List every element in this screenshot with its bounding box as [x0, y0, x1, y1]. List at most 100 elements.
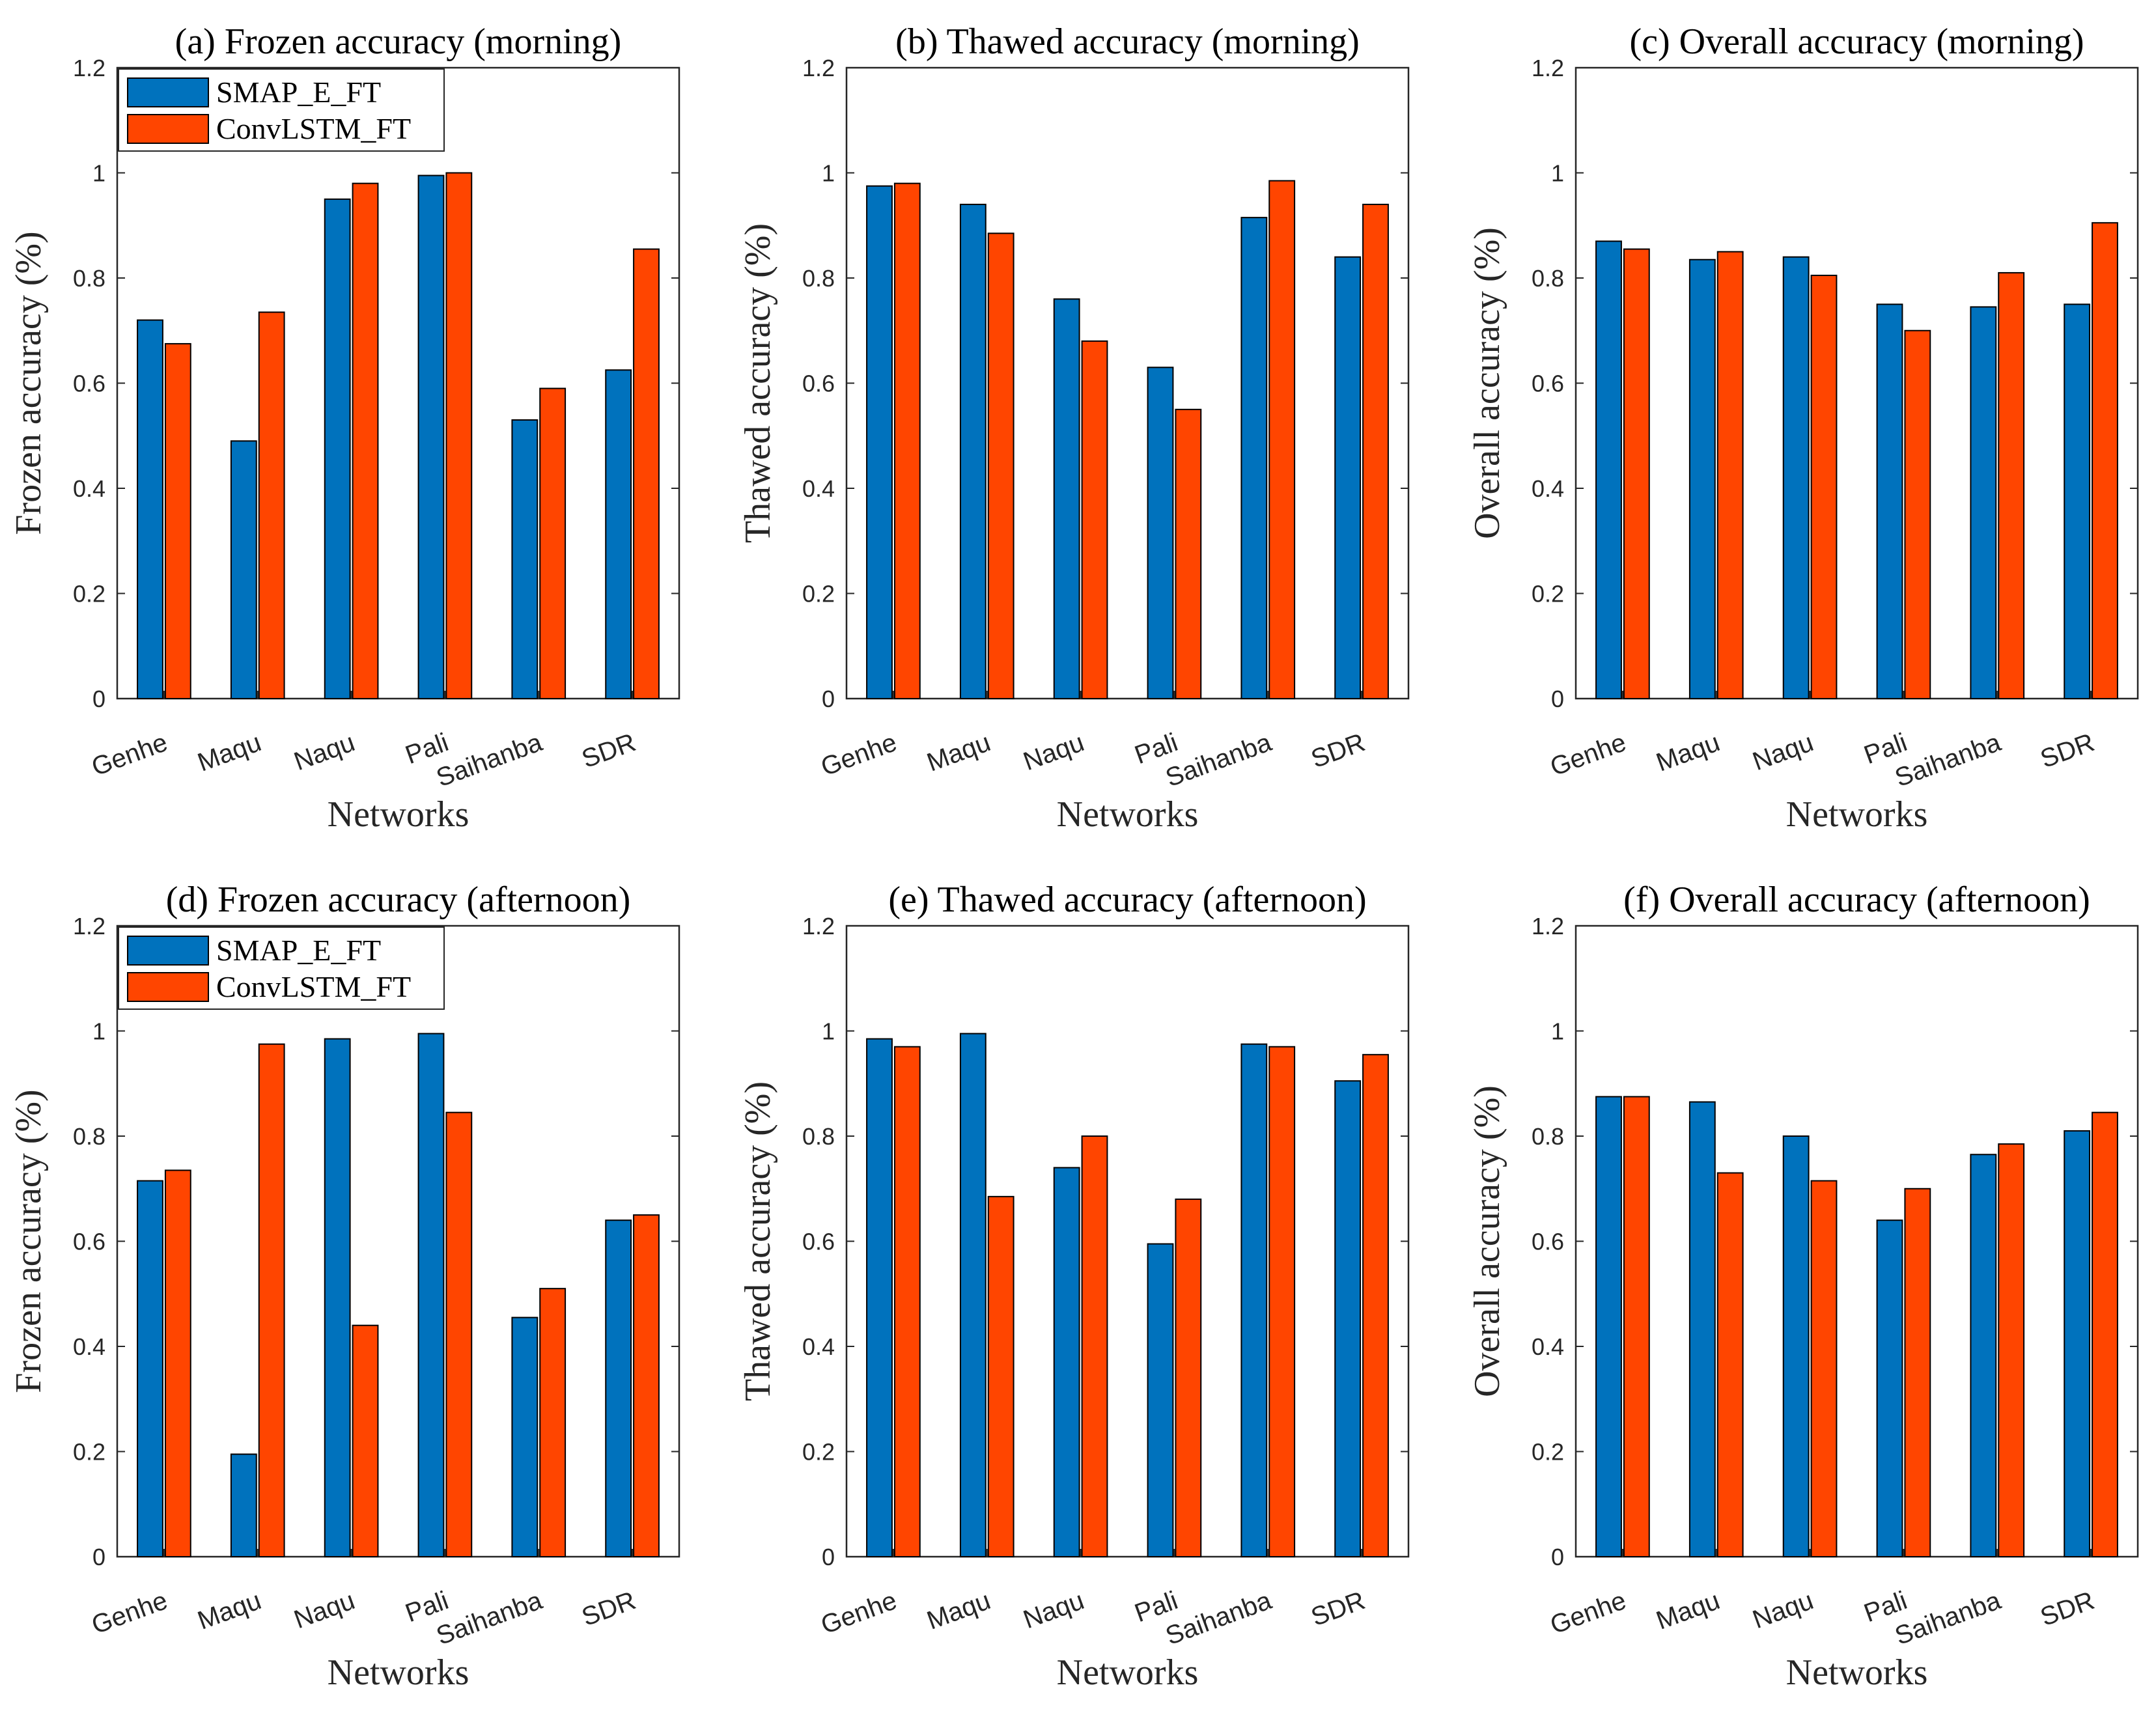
x-tick-label-sdr: SDR — [1308, 1586, 1369, 1632]
x-tick-label-naqu: Naqu — [1749, 1586, 1817, 1634]
bar-convlstm-ft-sdr — [1362, 203, 1389, 699]
y-tick-label: 1 — [1551, 1018, 1564, 1045]
y-tick-label: 0.2 — [802, 1439, 835, 1466]
bar-smap-e-ft-genhe — [137, 319, 163, 700]
plot-area — [1575, 925, 2139, 1558]
y-tick-label: 0.4 — [802, 1333, 835, 1360]
x-tick-label-sdr: SDR — [578, 728, 639, 773]
x-axis-label: Networks — [328, 794, 469, 835]
chart-title: (e) Thawed accuracy (afternoon) — [888, 880, 1366, 920]
y-tick-label: 0.4 — [802, 475, 835, 502]
bar-convlstm-ft-sdr — [1362, 1053, 1389, 1557]
bar-convlstm-ft-maqu — [987, 1195, 1015, 1558]
bar-convlstm-ft-maqu — [258, 1043, 285, 1557]
x-tick-label-saihanba: Saihanba — [1891, 728, 2005, 792]
x-tick-label-saihanba: Saihanba — [1162, 1586, 1276, 1650]
bar-smap-e-ft-sdr — [1334, 1080, 1362, 1557]
bar-convlstm-ft-naqu — [352, 1324, 379, 1557]
x-tick-label-maqu: Maqu — [923, 1586, 994, 1635]
bar-convlstm-ft-genhe — [893, 1046, 921, 1557]
chart-title: (f) Overall accuracy (afternoon) — [1623, 880, 2090, 920]
bar-convlstm-ft-saihanba — [1998, 1143, 2025, 1558]
x-tick-label-naqu: Naqu — [1020, 728, 1088, 776]
bar-convlstm-ft-maqu — [987, 232, 1015, 699]
bar-smap-e-ft-genhe — [866, 1038, 893, 1558]
x-tick-label-genhe: Genhe — [88, 1586, 171, 1639]
bar-convlstm-ft-saihanba — [1268, 1046, 1296, 1557]
x-tick-label-sdr: SDR — [2037, 728, 2098, 773]
legend-label-convlstm-ft: ConvLSTM_FT — [216, 112, 411, 145]
y-tick-label: 0 — [1551, 1544, 1564, 1570]
x-axis-label: Networks — [1057, 1652, 1199, 1693]
bar-smap-e-ft-maqu — [1688, 1101, 1716, 1557]
x-tick-label-saihanba: Saihanba — [1162, 728, 1276, 792]
bar-smap-e-ft-sdr — [605, 1219, 632, 1557]
y-axis-label: Frozen accuracy (%) — [8, 231, 49, 535]
x-tick-label-maqu: Maqu — [1653, 728, 1724, 777]
y-tick-label: 0 — [92, 686, 105, 712]
bar-convlstm-ft-pali — [1175, 1198, 1202, 1557]
legend-label-smap-e-ft: SMAP_E_FT — [216, 934, 381, 967]
bar-smap-e-ft-genhe — [137, 1180, 163, 1557]
y-tick-label: 0.6 — [73, 1229, 105, 1255]
bar-convlstm-ft-sdr — [633, 1214, 660, 1557]
legend-swatch-convlstm-ft — [127, 114, 209, 144]
x-tick-label-naqu: Naqu — [1749, 728, 1817, 776]
bar-convlstm-ft-pali — [1904, 329, 1931, 699]
bar-convlstm-ft-genhe — [1623, 1096, 1650, 1557]
y-axis-label: Thawed accuracy (%) — [738, 1081, 778, 1401]
bar-convlstm-ft-saihanba — [1998, 271, 2025, 699]
bar-convlstm-ft-sdr — [633, 248, 660, 699]
bar-smap-e-ft-genhe — [866, 185, 893, 699]
y-tick-label: 0 — [822, 686, 835, 712]
legend-swatch-convlstm-ft — [127, 972, 209, 1002]
bar-smap-e-ft-genhe — [1595, 1096, 1622, 1557]
y-axis-label: Overall accuracy (%) — [1467, 1085, 1507, 1397]
x-axis-label: Networks — [1786, 1652, 1928, 1693]
y-tick-label: 0.8 — [73, 1123, 105, 1150]
x-tick-label-naqu: Naqu — [1020, 1586, 1088, 1634]
bar-convlstm-ft-pali — [1904, 1188, 1931, 1557]
bar-smap-e-ft-saihanba — [1240, 217, 1268, 699]
bar-convlstm-ft-saihanba — [539, 387, 567, 699]
chart-title: (b) Thawed accuracy (morning) — [895, 21, 1360, 62]
y-axis-label: Frozen accuracy (%) — [8, 1089, 49, 1393]
y-tick-label: 1 — [1551, 160, 1564, 187]
x-tick-label-genhe: Genhe — [817, 1586, 901, 1639]
bar-convlstm-ft-pali — [1175, 408, 1202, 699]
y-tick-label: 0.6 — [1532, 1229, 1564, 1255]
y-tick-label: 0.4 — [1532, 1333, 1564, 1360]
bar-smap-e-ft-sdr — [1334, 256, 1362, 699]
bar-convlstm-ft-genhe — [164, 342, 191, 699]
y-tick-label: 0.8 — [1532, 1123, 1564, 1150]
bar-smap-e-ft-naqu — [1053, 1167, 1080, 1557]
x-tick-label-sdr: SDR — [2037, 1586, 2098, 1632]
bar-smap-e-ft-naqu — [1053, 298, 1080, 699]
x-tick-label-sdr: SDR — [578, 1586, 639, 1632]
bar-convlstm-ft-maqu — [1716, 1172, 1744, 1557]
x-tick-label-maqu: Maqu — [194, 728, 265, 777]
bar-smap-e-ft-pali — [417, 1033, 445, 1557]
y-tick-label: 0.8 — [1532, 265, 1564, 292]
y-tick-label: 0 — [1551, 686, 1564, 712]
x-tick-label-maqu: Maqu — [923, 728, 994, 777]
bar-convlstm-ft-saihanba — [539, 1288, 567, 1558]
bar-convlstm-ft-genhe — [164, 1169, 191, 1558]
bar-smap-e-ft-genhe — [1595, 240, 1622, 700]
plot-area — [1575, 66, 2139, 700]
bar-convlstm-ft-pali — [445, 1111, 473, 1557]
bar-smap-e-ft-pali — [1147, 367, 1174, 700]
x-tick-label-maqu: Maqu — [194, 1586, 265, 1635]
y-axis-label: Overall accuracy (%) — [1467, 227, 1507, 539]
y-tick-label: 0.2 — [1532, 581, 1564, 607]
x-tick-label-saihanba: Saihanba — [432, 728, 546, 792]
bar-convlstm-ft-sdr — [2092, 222, 2118, 699]
y-tick-label: 0 — [92, 1544, 105, 1570]
y-tick-label: 1.2 — [1532, 913, 1564, 939]
bar-smap-e-ft-maqu — [959, 1033, 987, 1557]
y-tick-label: 1 — [822, 1018, 835, 1045]
